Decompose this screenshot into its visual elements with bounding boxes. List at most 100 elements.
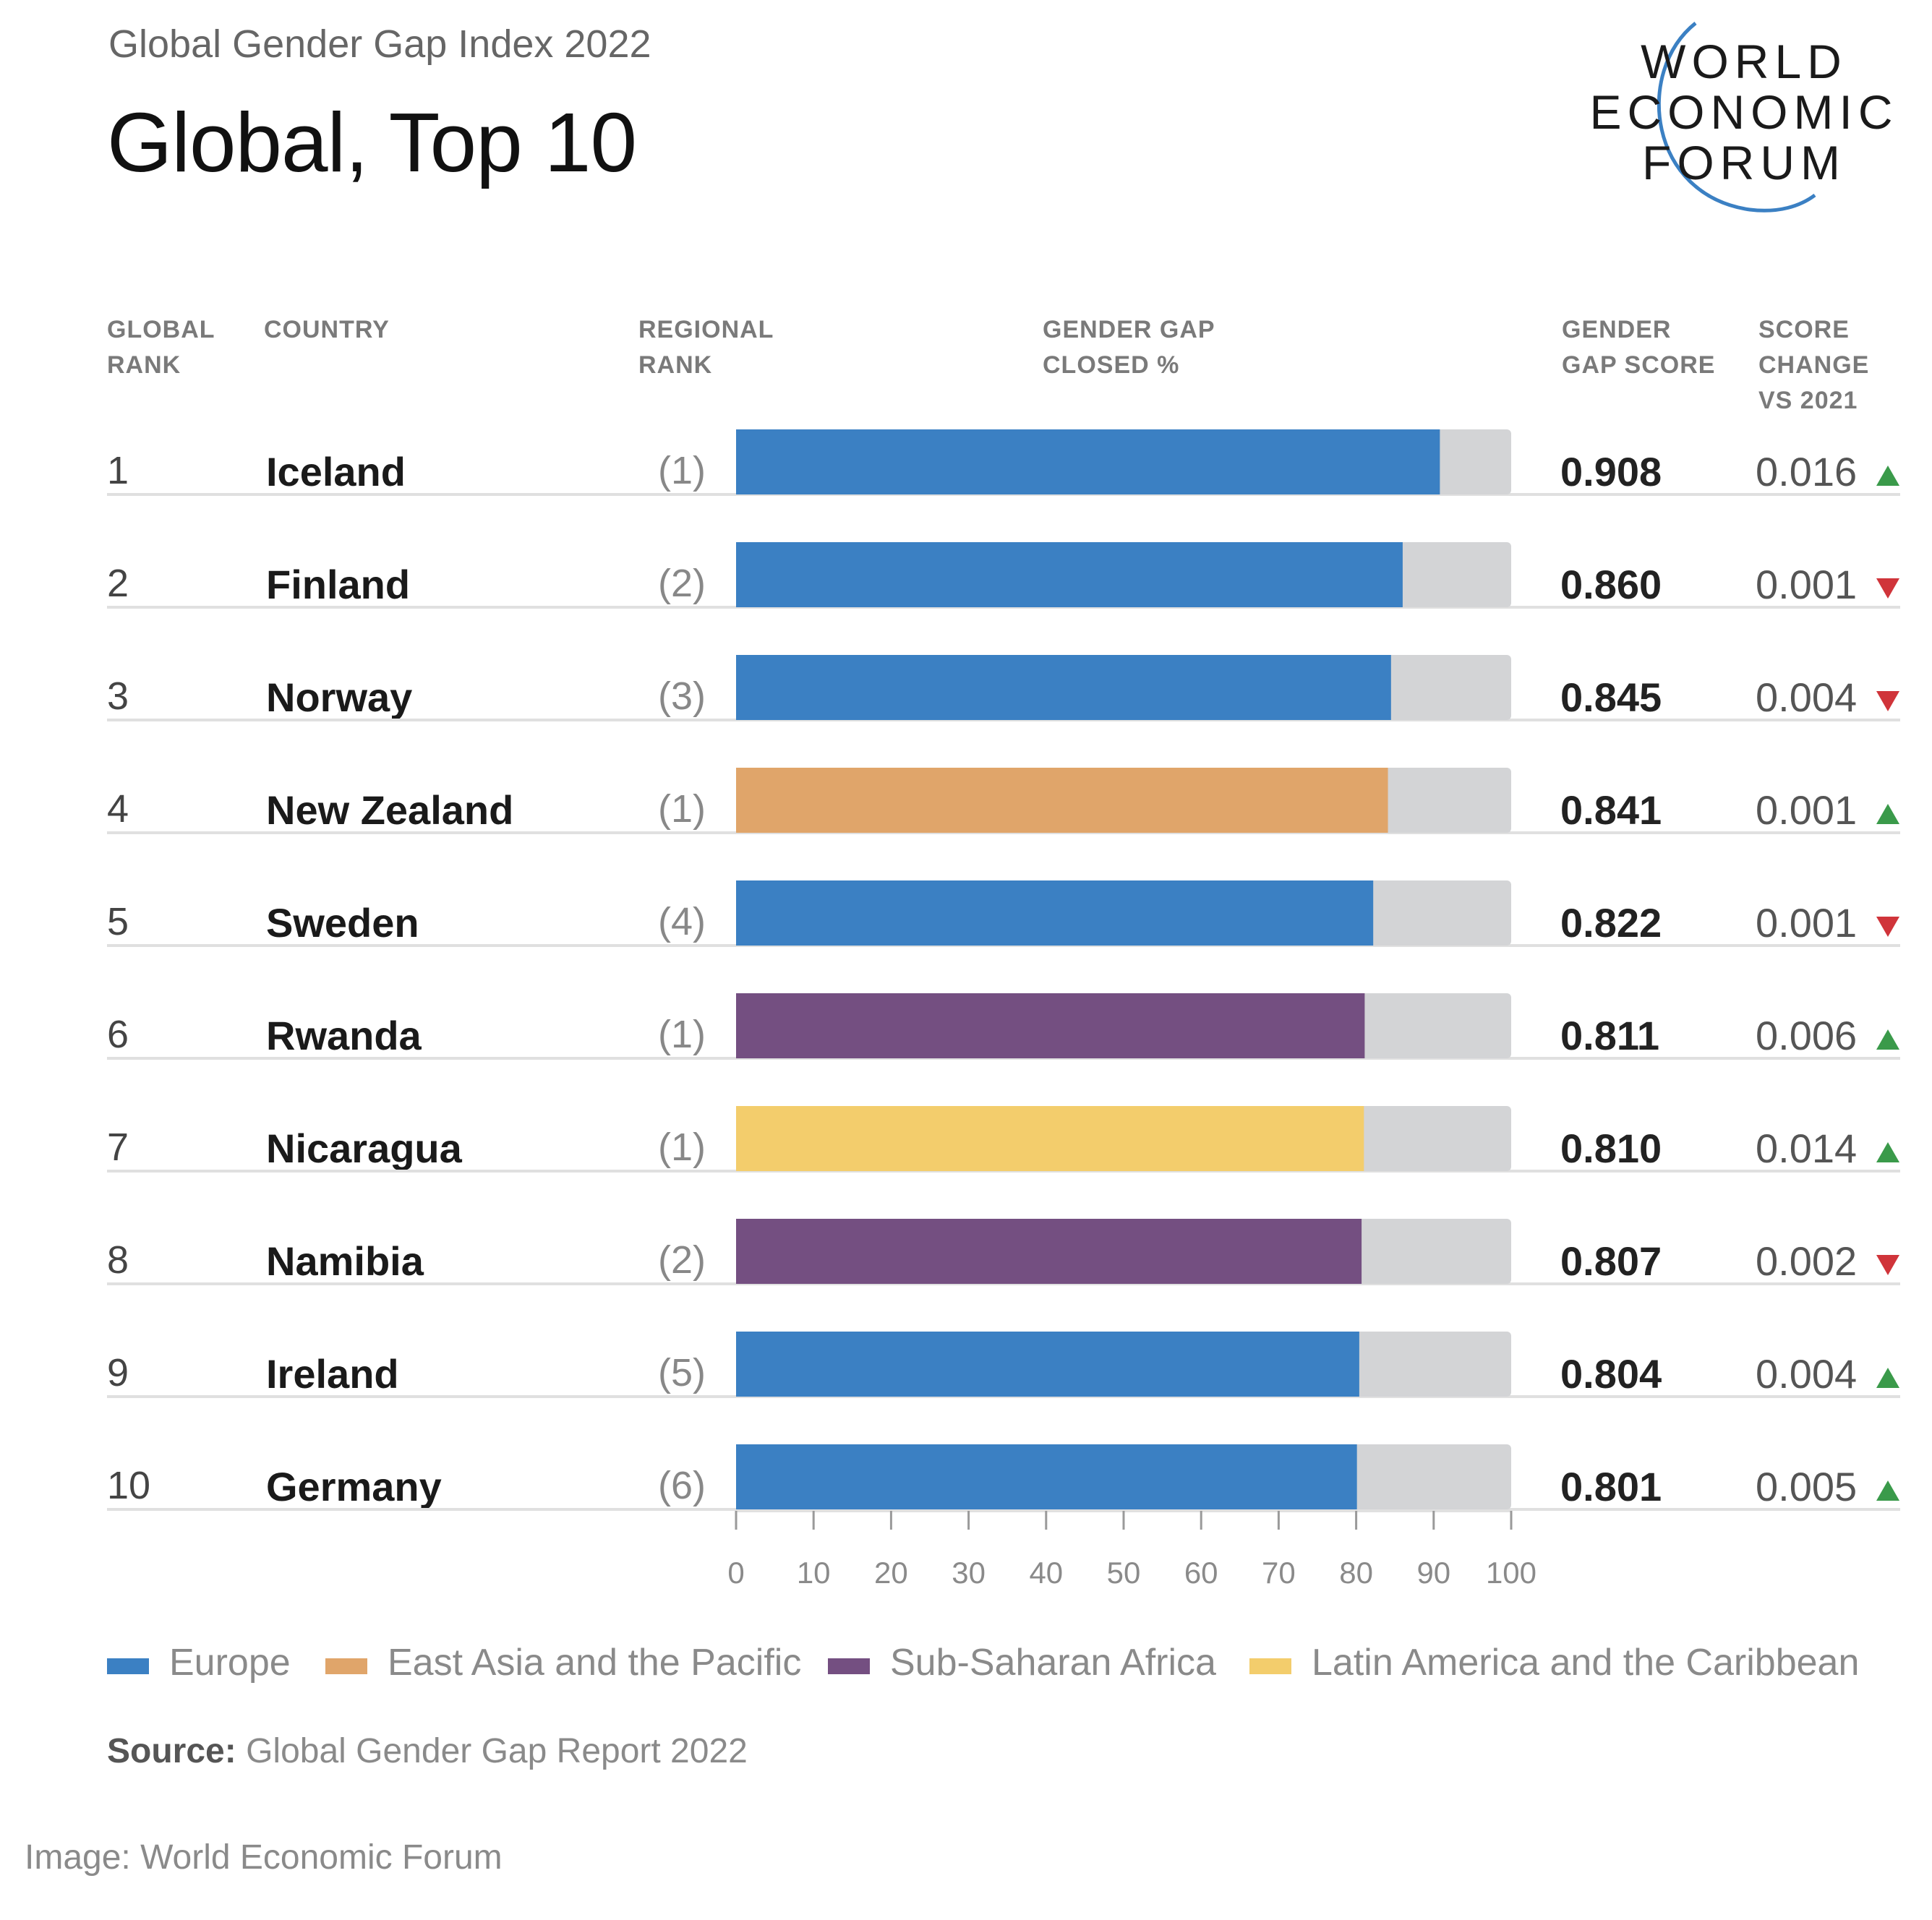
x-tick-label: 100: [1486, 1556, 1536, 1590]
country-name: Iceland: [266, 449, 406, 494]
x-tick-label: 80: [1339, 1556, 1373, 1590]
gap-score: 0.811: [1560, 1013, 1660, 1058]
bar-gap-closed: [736, 993, 1365, 1058]
chart-title: Global, Top 10: [107, 95, 637, 189]
logo-arc: [1657, 22, 1816, 213]
header-global-rank: GLOBAL RANK: [107, 316, 215, 379]
table-row: 5 Sweden (4) 0.822 0.001: [0, 878, 1932, 990]
gap-score: 0.810: [1560, 1126, 1662, 1171]
score-change: 0.014: [1756, 1126, 1858, 1171]
logo-line-1: WORLD: [1641, 35, 1847, 88]
logo-line-2: ECONOMIC: [1590, 85, 1899, 139]
regional-rank: (1): [658, 1013, 706, 1056]
gap-score: 0.841: [1560, 787, 1662, 833]
chart-subtitle: Global Gender Gap Index 2022: [108, 22, 651, 66]
triangle-up-icon: [1876, 1029, 1899, 1050]
gap-score: 0.822: [1560, 900, 1662, 946]
bar-gap-closed: [736, 1106, 1364, 1171]
bar-gap-closed: [736, 1332, 1359, 1397]
score-change: 0.001: [1756, 787, 1858, 833]
bar-gap-closed: [736, 542, 1403, 607]
triangle-down-icon: [1876, 917, 1899, 937]
regional-rank: (1): [658, 787, 706, 831]
triangle-up-icon: [1876, 466, 1899, 486]
header-regional-rank: REGIONAL RANK: [638, 316, 774, 379]
score-change: 0.004: [1756, 674, 1858, 720]
source-note: Source: Global Gender Gap Report 2022: [107, 1731, 748, 1771]
country-name: Germany: [266, 1464, 442, 1509]
triangle-up-icon: [1876, 1368, 1899, 1388]
legend-swatch: [828, 1658, 870, 1674]
source-text: Global Gender Gap Report 2022: [246, 1732, 748, 1770]
triangle-up-icon: [1876, 804, 1899, 824]
gap-score: 0.801: [1560, 1464, 1662, 1509]
score-change: 0.001: [1756, 900, 1858, 946]
bar-gap-closed: [736, 429, 1440, 494]
source-label: Source:: [107, 1732, 236, 1770]
score-change: 0.001: [1756, 562, 1858, 607]
regional-rank: (1): [658, 449, 706, 492]
bar-gap-closed: [736, 880, 1374, 946]
country-name: Norway: [266, 674, 413, 720]
x-tick-label: 10: [797, 1556, 831, 1590]
legend-label: Sub-Saharan Africa: [890, 1642, 1216, 1684]
x-tick-label: 90: [1416, 1556, 1450, 1590]
country-name: Rwanda: [266, 1013, 422, 1058]
x-tick-label: 40: [1029, 1556, 1063, 1590]
gap-score: 0.807: [1560, 1238, 1662, 1284]
bar-gap-closed: [736, 1444, 1357, 1509]
country-name: Namibia: [266, 1238, 424, 1284]
regional-rank: (2): [658, 1238, 706, 1282]
country-name: Ireland: [266, 1351, 399, 1397]
triangle-down-icon: [1876, 1255, 1899, 1275]
image-credit: Image: World Economic Forum: [25, 1838, 503, 1877]
global-rank: 7: [107, 1126, 129, 1169]
regional-rank: (2): [658, 562, 706, 605]
header-gap-closed: GENDER GAP CLOSED %: [1043, 316, 1215, 379]
gap-score: 0.860: [1560, 562, 1662, 607]
regional-rank: (6): [658, 1464, 706, 1507]
regional-rank: (3): [658, 674, 706, 718]
score-change: 0.004: [1756, 1351, 1858, 1397]
global-rank: 10: [107, 1464, 151, 1507]
bar-gap-closed: [736, 1219, 1362, 1284]
country-name: New Zealand: [266, 787, 514, 833]
x-tick-label: 20: [874, 1556, 908, 1590]
global-rank: 4: [107, 787, 129, 831]
regional-rank: (5): [658, 1351, 706, 1394]
gap-score: 0.908: [1560, 449, 1662, 494]
legend-swatch: [325, 1658, 367, 1674]
regional-rank: (1): [658, 1126, 706, 1169]
country-name: Finland: [266, 562, 411, 607]
header-country: COUNTRY: [264, 316, 390, 343]
country-name: Sweden: [266, 900, 419, 946]
triangle-up-icon: [1876, 1480, 1899, 1501]
regional-rank: (4): [658, 900, 706, 943]
score-change: 0.006: [1756, 1013, 1858, 1058]
wef-logo: WORLD ECONOMIC FORUM: [1590, 22, 1899, 213]
legend-label: Europe: [169, 1642, 291, 1684]
global-rank: 2: [107, 562, 129, 605]
bar-gap-closed: [736, 655, 1391, 720]
legend-swatch: [1249, 1658, 1291, 1674]
gap-score: 0.845: [1560, 674, 1662, 720]
score-change: 0.005: [1756, 1464, 1858, 1509]
global-rank: 3: [107, 674, 129, 718]
global-rank: 1: [107, 449, 129, 492]
score-change: 0.002: [1756, 1238, 1858, 1284]
triangle-down-icon: [1876, 578, 1899, 599]
gap-score: 0.804: [1560, 1351, 1662, 1397]
table-row: 7 Nicaragua (1) 0.810 0.014: [0, 1103, 1932, 1216]
x-tick-label: 0: [727, 1556, 744, 1590]
header-score-change: SCORE CHANGE VS 2021: [1758, 316, 1870, 414]
x-tick-label: 30: [952, 1556, 986, 1590]
x-tick-label: 60: [1184, 1556, 1218, 1590]
country-name: Nicaragua: [266, 1126, 462, 1171]
score-change: 0.016: [1756, 449, 1858, 494]
global-rank: 5: [107, 900, 129, 943]
global-rank: 8: [107, 1238, 129, 1282]
header-gap-score: GENDER GAP SCORE: [1562, 316, 1716, 379]
global-rank: 9: [107, 1351, 129, 1394]
legend-swatch: [107, 1658, 149, 1674]
